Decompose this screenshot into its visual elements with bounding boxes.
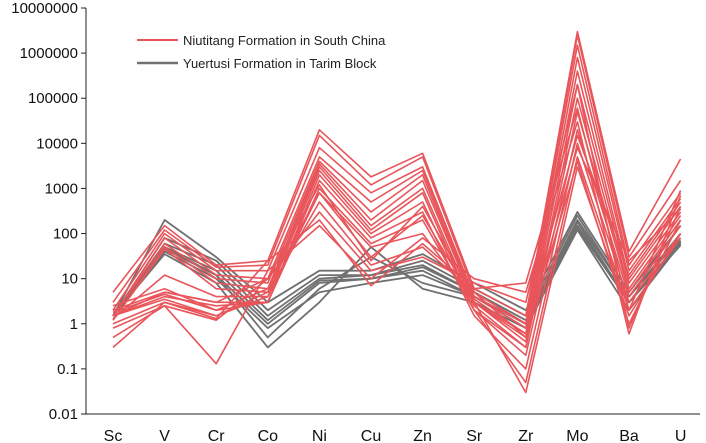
series-line-niutitang-3: [112, 44, 682, 329]
x-tick-label: Zn: [413, 428, 432, 443]
legend-label-niutitang: Niutitang Formation in South China: [183, 33, 386, 48]
y-tick-label: 10000000: [11, 0, 78, 17]
series-line-niutitang-7: [112, 97, 682, 349]
series-line-niutitang-5: [112, 70, 682, 339]
x-tick-label: Cr: [208, 428, 226, 443]
y-tick-label: 1000000: [20, 45, 78, 62]
x-tick-label: Co: [258, 428, 279, 443]
y-tick-label: 1: [70, 316, 78, 333]
series-line-yuertusi-7: [112, 229, 682, 349]
series-line-niutitang-18: [112, 146, 682, 335]
y-tick-label: 100: [53, 226, 78, 243]
series-line-niutitang-4: [112, 56, 682, 335]
axes: 0.01 0.1 1 10 100 1000 10000 100000 1000000 10000…: [11, 0, 700, 443]
y-tick-label: 10000: [36, 135, 78, 152]
series-line-yuertusi-4: [112, 221, 682, 325]
x-tick-label: Zr: [518, 428, 534, 443]
y-tick-label: 0.01: [49, 406, 78, 423]
series-line-yuertusi-8: [112, 226, 682, 339]
legend-item-niutitang: Niutitang Formation in South China: [137, 33, 386, 48]
legend-item-yuertusi: Yuertusi Formation in Tarim Block: [137, 56, 377, 71]
series-line-niutitang-6: [112, 83, 682, 343]
series-line-niutitang-2: [112, 34, 682, 325]
x-tick-label: V: [159, 428, 170, 443]
y-tick-label: 100000: [28, 90, 78, 107]
series-line-niutitang-13: [112, 160, 682, 339]
plot-lines: [112, 30, 682, 394]
series-line-niutitang-17: [112, 134, 682, 325]
x-tick-label: Ba: [619, 428, 639, 443]
x-tick-label: U: [675, 428, 687, 443]
x-tick-label: Sc: [104, 428, 123, 443]
series-line-niutitang-1: [112, 30, 682, 317]
x-tick-label: Cu: [361, 428, 381, 443]
x-tick-label: Ni: [312, 428, 327, 443]
y-tick-label: 0.1: [57, 361, 78, 378]
x-tick-label: Sr: [466, 428, 483, 443]
series-line-niutitang-11: [112, 156, 682, 384]
series-line-yuertusi-1: [112, 211, 682, 317]
series-line-niutitang-10: [112, 142, 682, 370]
y-tick-label: 1000: [45, 180, 78, 197]
y-tick-label: 10: [61, 271, 78, 288]
series-line-niutitang-16: [112, 107, 682, 349]
legend: Niutitang Formation in South China Yuert…: [137, 33, 386, 71]
x-tick-label: Mo: [566, 428, 588, 443]
legend-label-yuertusi: Yuertusi Formation in Tarim Block: [183, 56, 377, 71]
